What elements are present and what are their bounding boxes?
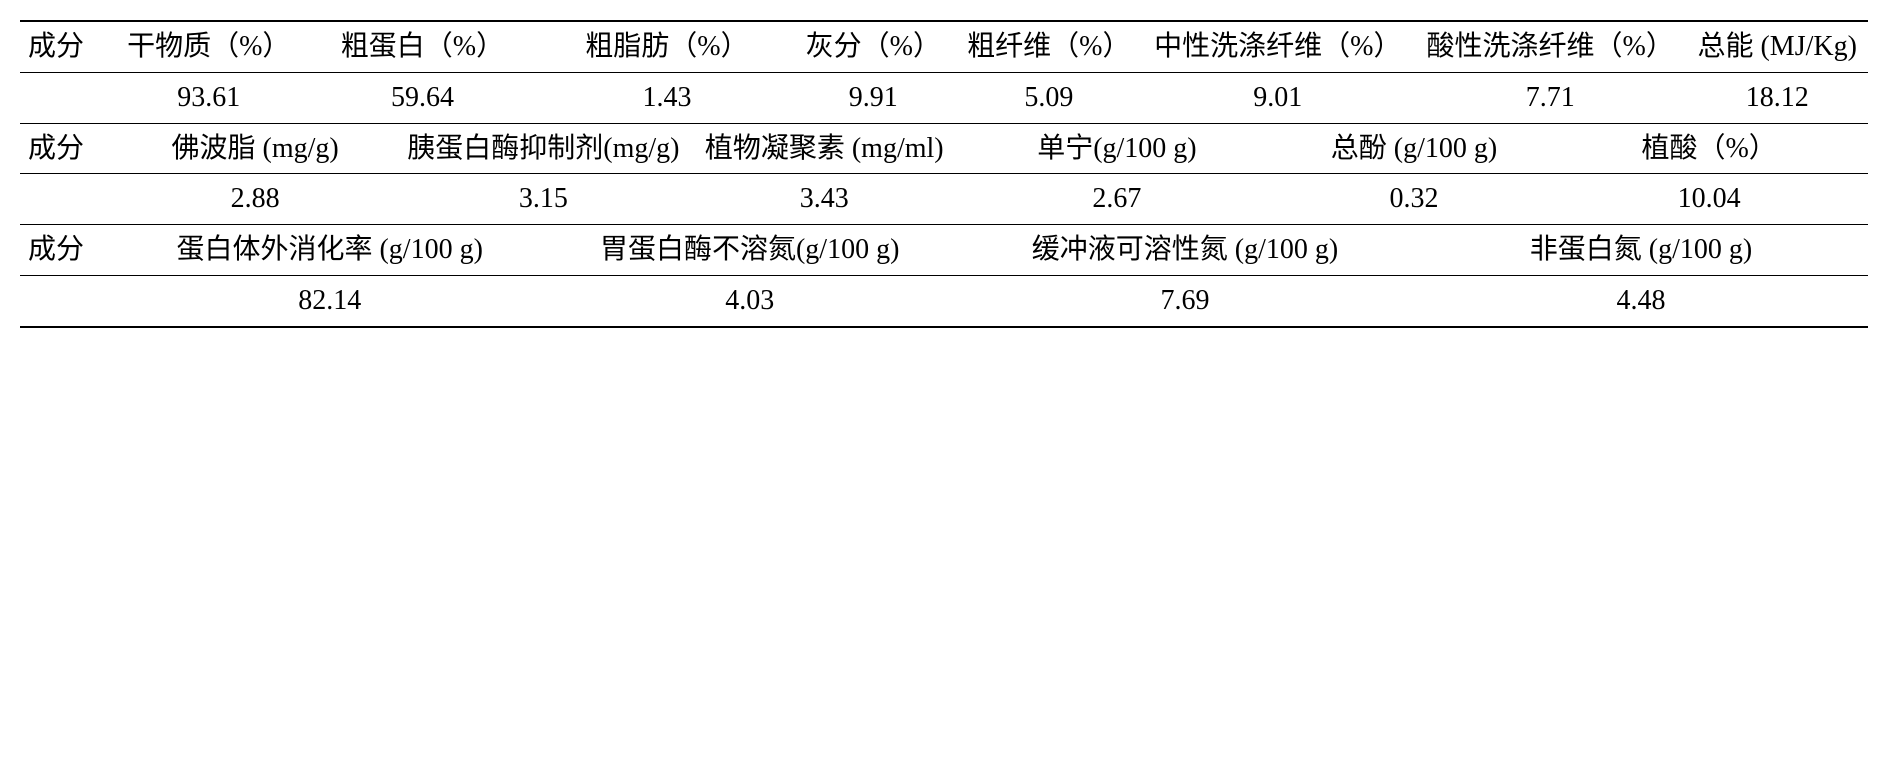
s2-empty-label (20, 174, 116, 225)
s1-v2: 1.43 (543, 72, 790, 123)
composition-table: 成分 干物质（%） 粗蛋白（%） 粗脂肪（%） 灰分（%） 粗纤维（%） 中性洗… (20, 20, 1868, 328)
s1-v3: 9.91 (791, 72, 957, 123)
s2-v2: 3.43 (692, 174, 956, 225)
table: 成分 干物质（%） 粗蛋白（%） 粗脂肪（%） 灰分（%） 粗纤维（%） 中性洗… (20, 20, 1868, 328)
s2-h0: 佛波脂 (mg/g) (116, 123, 394, 174)
s3-v1: 4.03 (543, 275, 956, 326)
s2-h4: 总酚 (g/100 g) (1278, 123, 1550, 174)
s1-h5: 中性洗涤纤维（%） (1142, 21, 1414, 72)
s3-h1: 胃蛋白酶不溶氮(g/100 g) (543, 225, 956, 276)
s1-v1: 59.64 (302, 72, 544, 123)
section3-value-row: 82.14 4.03 7.69 4.48 (20, 275, 1868, 326)
s3-h0: 蛋白体外消化率 (g/100 g) (116, 225, 543, 276)
s2-h5: 植酸（%） (1550, 123, 1868, 174)
section3-label: 成分 (20, 225, 116, 276)
s1-v0: 93.61 (116, 72, 302, 123)
s2-h1: 胰蛋白酶抑制剂(mg/g) (394, 123, 692, 174)
s1-v4: 5.09 (956, 72, 1142, 123)
section1-label: 成分 (20, 21, 116, 72)
section2-header-row: 成分 佛波脂 (mg/g) 胰蛋白酶抑制剂(mg/g) 植物凝聚素 (mg/ml… (20, 123, 1868, 174)
s1-v7: 18.12 (1686, 72, 1868, 123)
s2-v1: 3.15 (394, 174, 692, 225)
s3-empty-label (20, 275, 116, 326)
s3-h3: 非蛋白氮 (g/100 g) (1414, 225, 1868, 276)
s2-v5: 10.04 (1550, 174, 1868, 225)
s2-h3: 单宁(g/100 g) (956, 123, 1278, 174)
s3-v0: 82.14 (116, 275, 543, 326)
s1-v6: 7.71 (1414, 72, 1686, 123)
section1-header-row: 成分 干物质（%） 粗蛋白（%） 粗脂肪（%） 灰分（%） 粗纤维（%） 中性洗… (20, 21, 1868, 72)
s2-v0: 2.88 (116, 174, 394, 225)
section2-value-row: 2.88 3.15 3.43 2.67 0.32 10.04 (20, 174, 1868, 225)
s1-h0: 干物质（%） (116, 21, 302, 72)
s2-v3: 2.67 (956, 174, 1278, 225)
s3-v3: 4.48 (1414, 275, 1868, 326)
section2-label: 成分 (20, 123, 116, 174)
section3-header-row: 成分 蛋白体外消化率 (g/100 g) 胃蛋白酶不溶氮(g/100 g) 缓冲… (20, 225, 1868, 276)
s3-h2: 缓冲液可溶性氮 (g/100 g) (956, 225, 1414, 276)
s2-h2: 植物凝聚素 (mg/ml) (692, 123, 956, 174)
section1-value-row: 93.61 59.64 1.43 9.91 5.09 9.01 7.71 18.… (20, 72, 1868, 123)
s1-v5: 9.01 (1142, 72, 1414, 123)
s2-v4: 0.32 (1278, 174, 1550, 225)
s1-h4: 粗纤维（%） (956, 21, 1142, 72)
s1-h6: 酸性洗涤纤维（%） (1414, 21, 1686, 72)
s1-h2: 粗脂肪（%） (543, 21, 790, 72)
s1-h7: 总能 (MJ/Kg) (1686, 21, 1868, 72)
s1-h3: 灰分（%） (791, 21, 957, 72)
s1-empty-label (20, 72, 116, 123)
s1-h1: 粗蛋白（%） (302, 21, 544, 72)
s3-v2: 7.69 (956, 275, 1414, 326)
